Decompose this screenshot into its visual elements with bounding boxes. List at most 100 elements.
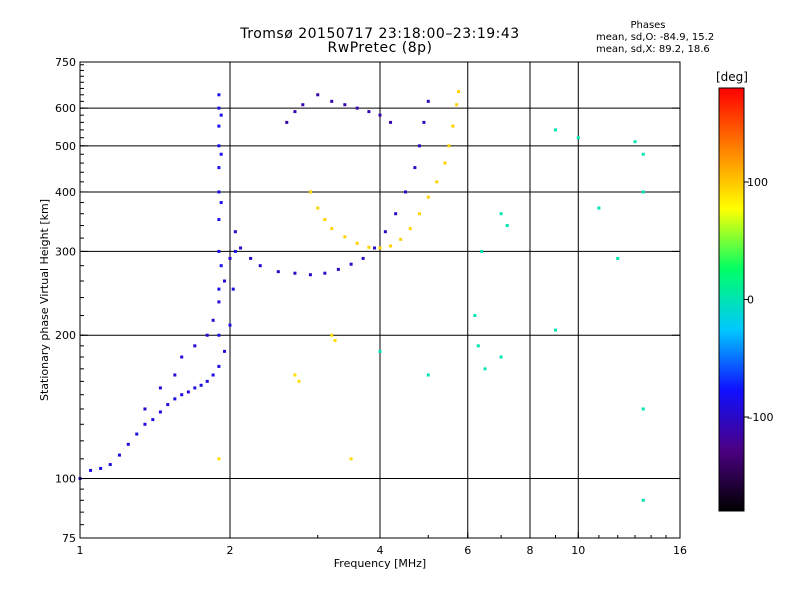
data-point: [308, 190, 312, 194]
y-tick-label: 600: [55, 102, 76, 115]
data-point: [426, 99, 430, 103]
data-point: [219, 264, 223, 268]
data-point: [641, 152, 645, 156]
data-point: [476, 344, 480, 348]
data-point: [455, 103, 459, 107]
data-point: [217, 364, 221, 368]
data-point: [355, 106, 359, 110]
data-point: [633, 140, 637, 144]
data-point: [426, 195, 430, 199]
data-point: [108, 463, 112, 467]
data-point: [408, 227, 412, 231]
data-point: [553, 328, 557, 332]
data-point: [217, 457, 221, 461]
data-point: [316, 93, 320, 97]
data-point: [217, 287, 221, 291]
data-point: [389, 120, 393, 124]
data-point: [135, 432, 139, 436]
grid-lines: [80, 62, 680, 538]
data-point: [276, 270, 280, 274]
data-point: [180, 393, 184, 397]
y-axis-label: Stationary phase Virtual Height [km]: [38, 199, 51, 401]
data-point: [143, 422, 147, 426]
data-point: [233, 249, 237, 253]
data-point: [336, 267, 340, 271]
data-point: [389, 244, 393, 248]
x-tick-label: 8: [527, 544, 534, 557]
data-point: [451, 124, 455, 128]
data-point: [217, 249, 221, 253]
data-point: [89, 468, 93, 472]
data-point: [505, 224, 509, 228]
data-point: [233, 230, 237, 234]
data-point: [228, 256, 232, 260]
data-point: [349, 457, 353, 461]
data-point: [143, 407, 147, 411]
data-point: [193, 386, 197, 390]
data-point: [217, 106, 221, 110]
data-point: [231, 287, 235, 291]
data-point: [217, 333, 221, 337]
data-point: [126, 442, 130, 446]
data-point: [211, 373, 215, 377]
data-point: [258, 264, 262, 268]
data-point: [223, 349, 227, 353]
data-point: [219, 113, 223, 117]
data-point: [394, 212, 398, 216]
x-tick-label: 6: [464, 544, 471, 557]
data-point: [166, 403, 170, 407]
data-point: [330, 333, 334, 337]
data-point: [616, 256, 620, 260]
y-tick-label: 200: [55, 329, 76, 342]
x-axis-label: Frequency [MHz]: [334, 557, 426, 570]
data-point: [180, 355, 184, 359]
data-point: [293, 271, 297, 275]
data-point: [426, 373, 430, 377]
data-point: [413, 166, 417, 170]
y-tick-label: 100: [55, 473, 76, 486]
data-point: [158, 386, 162, 390]
data-point: [378, 113, 382, 117]
data-point: [417, 212, 421, 216]
phase-stats-x: mean, sd,X: 89.2, 18.6: [596, 44, 710, 55]
data-point: [457, 90, 461, 94]
data-point: [343, 235, 347, 239]
data-point: [228, 323, 232, 327]
data-point: [330, 227, 334, 231]
y-tick-label: 400: [55, 186, 76, 199]
data-point: [499, 212, 503, 216]
y-tick-label: 750: [55, 56, 76, 69]
phase-stats-o: mean, sd,O: -84.9, 15.2: [596, 32, 715, 43]
chart-title: Tromsø 20150717 23:18:00–23:19:43: [240, 26, 520, 42]
data-point: [473, 314, 477, 318]
data-point: [367, 245, 371, 249]
data-point: [293, 373, 297, 377]
data-point: [211, 318, 215, 322]
data-point: [219, 152, 223, 156]
phase-heading: Phases: [630, 20, 666, 31]
data-points: [78, 90, 645, 502]
data-point: [239, 246, 243, 250]
data-point: [597, 206, 601, 210]
chart-subtitle: RwPretec (8p): [327, 40, 433, 56]
data-point: [219, 201, 223, 205]
data-point: [186, 390, 190, 394]
data-point: [217, 93, 221, 97]
y-tick-label: 500: [55, 140, 76, 153]
data-point: [323, 271, 327, 275]
data-point: [301, 103, 305, 107]
data-point: [193, 344, 197, 348]
data-point: [333, 338, 337, 342]
y-tick-label: 75: [62, 532, 76, 545]
x-axis: 1 2 4 6 8 10 16: [77, 532, 687, 557]
colorbar-tick-label: –100: [747, 411, 774, 424]
data-point: [355, 241, 359, 245]
data-point: [99, 466, 103, 470]
data-point: [316, 206, 320, 210]
data-point: [308, 273, 312, 277]
data-point: [399, 237, 403, 241]
data-point: [447, 144, 451, 148]
data-point: [330, 99, 334, 103]
data-point: [199, 383, 203, 387]
